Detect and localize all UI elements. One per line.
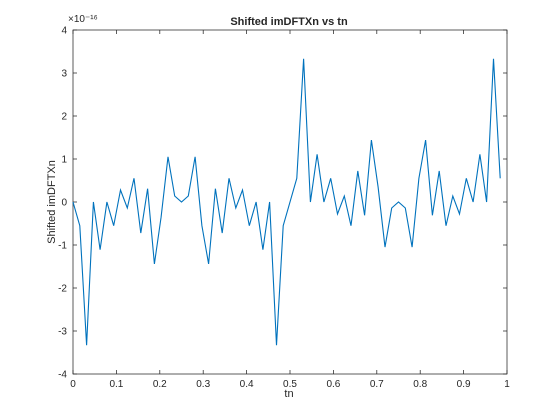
chart-title: Shifted imDFTXn vs tn (230, 16, 348, 28)
x-tick-label: 0.1 (109, 379, 123, 390)
y-exponent-label: ×10⁻¹⁶ (68, 14, 98, 25)
x-tick-label: 0.6 (326, 379, 340, 390)
y-tick-label: 0 (61, 198, 67, 209)
x-tick-label: 0.7 (370, 379, 384, 390)
x-tick-label: 0.3 (196, 379, 210, 390)
y-tick-label: 2 (61, 112, 67, 123)
x-tick-label: 1 (504, 379, 510, 390)
x-tick-label: 0 (70, 379, 76, 390)
x-tick-label: 0.9 (457, 379, 471, 390)
x-tick-label: 0.2 (153, 379, 167, 390)
y-tick-label: 4 (61, 26, 67, 37)
y-tick-label: 1 (61, 155, 67, 166)
y-tick-label: -1 (58, 241, 67, 252)
x-tick-label: 0.8 (413, 379, 427, 390)
y-tick-label: -2 (58, 284, 67, 295)
y-axis-label: Shifted imDFTXn (46, 160, 58, 244)
y-tick-label: -4 (58, 370, 67, 381)
x-tick-label: 0.4 (240, 379, 254, 390)
y-tick-label: 3 (61, 69, 67, 80)
x-axis-label: tn (284, 388, 293, 400)
y-tick-label: -3 (58, 327, 67, 338)
